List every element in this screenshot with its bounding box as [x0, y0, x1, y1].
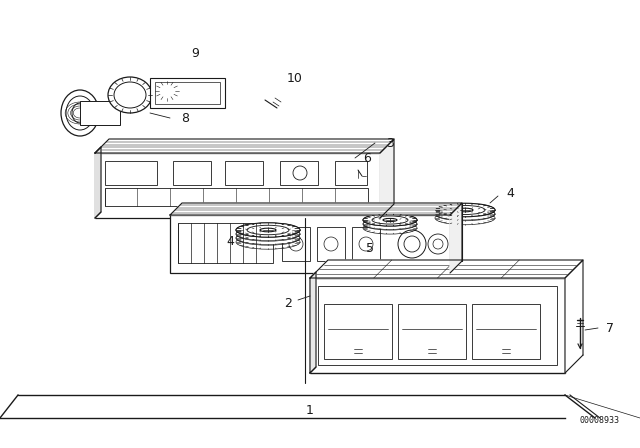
- Bar: [105, 161, 157, 185]
- Bar: [472, 304, 540, 359]
- Bar: [95, 153, 380, 218]
- Bar: [178, 223, 273, 263]
- Bar: [335, 161, 367, 185]
- Bar: [155, 82, 220, 104]
- Polygon shape: [310, 272, 316, 373]
- Text: 1: 1: [306, 404, 314, 417]
- Bar: [324, 304, 392, 359]
- Polygon shape: [380, 139, 394, 218]
- Polygon shape: [95, 139, 394, 153]
- Text: 4: 4: [506, 186, 514, 199]
- Text: 10: 10: [287, 72, 303, 85]
- Circle shape: [398, 230, 426, 258]
- Bar: [105, 188, 368, 206]
- Bar: [150, 78, 225, 108]
- Ellipse shape: [61, 90, 99, 136]
- Ellipse shape: [363, 219, 417, 229]
- Circle shape: [293, 166, 307, 180]
- Text: 3: 3: [386, 137, 394, 150]
- Ellipse shape: [435, 203, 495, 217]
- Text: 5: 5: [366, 241, 374, 254]
- Text: 4: 4: [226, 234, 234, 247]
- Ellipse shape: [435, 208, 495, 220]
- Text: 00008933: 00008933: [580, 415, 620, 425]
- Bar: [352, 227, 380, 261]
- Bar: [282, 227, 310, 261]
- Text: 8: 8: [181, 112, 189, 125]
- Circle shape: [340, 265, 350, 275]
- Text: 2: 2: [284, 297, 292, 310]
- Bar: [170, 215, 450, 273]
- Polygon shape: [95, 147, 101, 218]
- Bar: [310, 278, 565, 373]
- Ellipse shape: [108, 77, 152, 113]
- Ellipse shape: [236, 223, 300, 237]
- Polygon shape: [450, 203, 462, 273]
- Ellipse shape: [435, 204, 495, 216]
- Bar: [280, 161, 318, 185]
- Polygon shape: [310, 260, 583, 278]
- Bar: [398, 304, 466, 359]
- Polygon shape: [170, 203, 462, 215]
- Text: 9: 9: [191, 47, 199, 60]
- Bar: [225, 161, 263, 185]
- Ellipse shape: [236, 228, 300, 241]
- Bar: [318, 286, 557, 365]
- Text: 6: 6: [363, 151, 371, 164]
- Bar: [317, 227, 345, 261]
- Ellipse shape: [236, 232, 300, 245]
- Bar: [173, 161, 211, 185]
- Ellipse shape: [363, 214, 417, 226]
- Bar: [80, 101, 120, 125]
- Ellipse shape: [155, 81, 179, 101]
- Polygon shape: [565, 260, 583, 373]
- Ellipse shape: [236, 224, 300, 237]
- Ellipse shape: [363, 215, 417, 225]
- Circle shape: [428, 234, 448, 254]
- Text: 7: 7: [606, 322, 614, 335]
